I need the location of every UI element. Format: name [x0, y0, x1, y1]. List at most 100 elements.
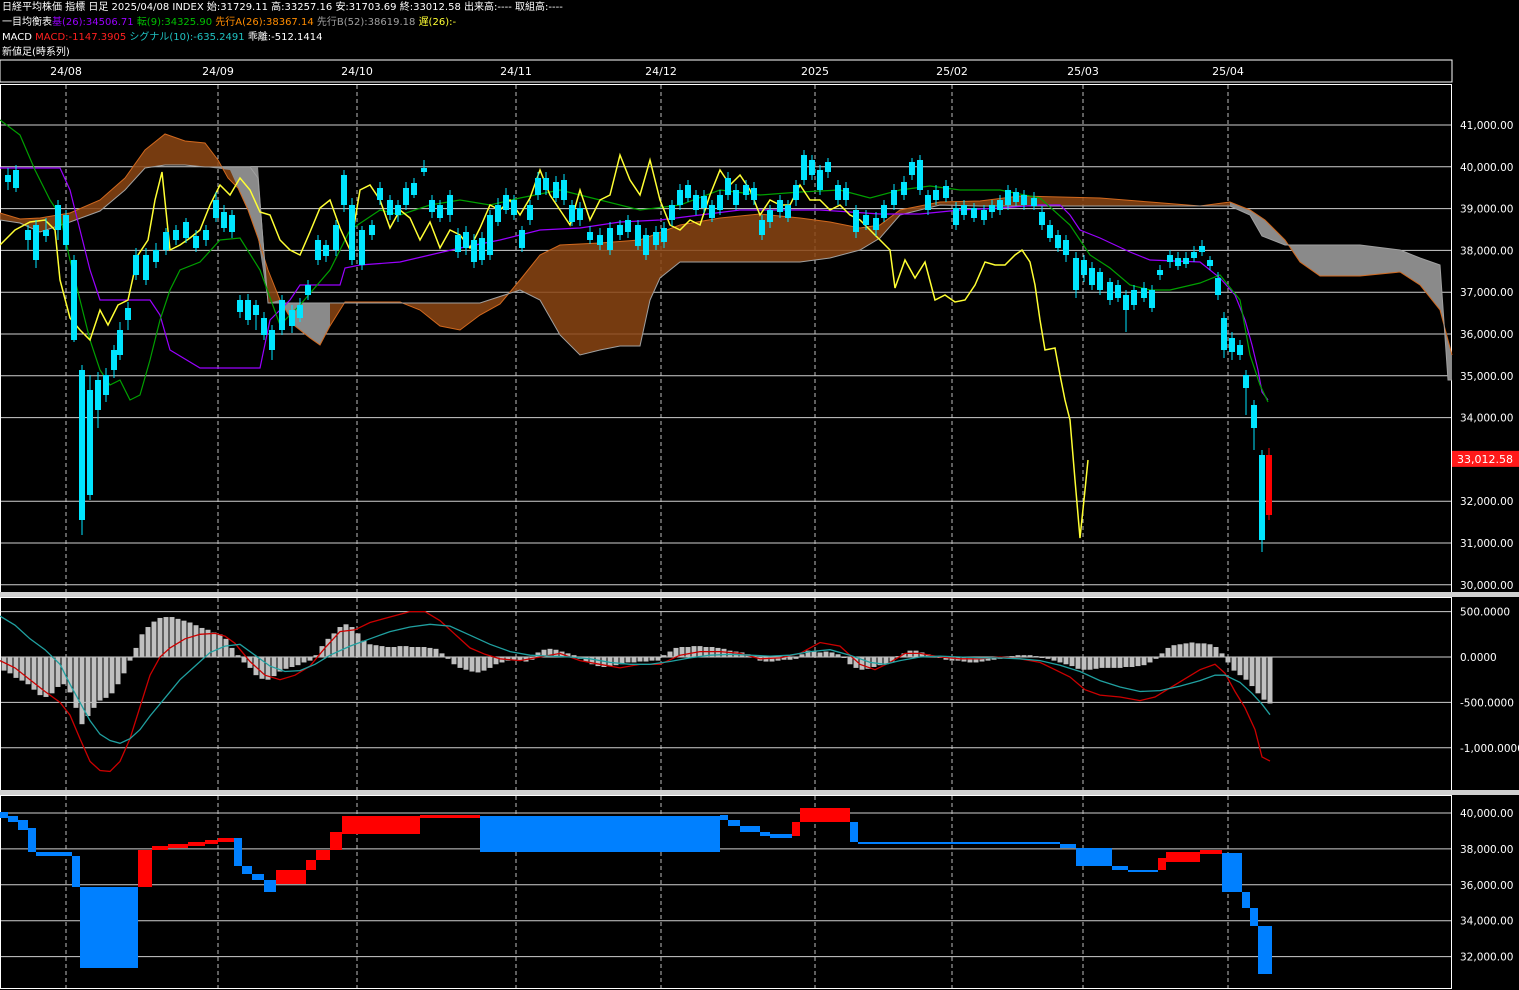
candle-body: [617, 225, 623, 235]
macd-histogram-bar: [823, 651, 829, 657]
macd-histogram-bar: [1105, 657, 1111, 668]
newprice-label: 新値足(時系列): [2, 47, 70, 58]
candle-body: [971, 208, 977, 218]
macd-histogram-bar: [1213, 647, 1219, 657]
macd-histogram-bar: [31, 657, 37, 690]
panel-divider[interactable]: [0, 790, 1519, 795]
price-axis-label: 31,000.00: [1460, 538, 1513, 550]
candle-body: [1039, 212, 1045, 225]
price-axis-label: 32,000.00: [1460, 496, 1513, 508]
candle-body: [133, 255, 139, 275]
candle-body: [237, 300, 243, 312]
macd-histogram-bar: [1099, 657, 1105, 668]
candle-body: [777, 200, 783, 212]
macd-histogram-bar: [133, 647, 139, 657]
macd-axis-label: 500.0000: [1460, 607, 1510, 619]
candle-body: [661, 228, 667, 242]
macd-histogram-bar: [127, 657, 133, 661]
macd-histogram-bar: [1183, 643, 1189, 657]
price-axis-label: 39,000.00: [1460, 204, 1513, 216]
macd-histogram-bar: [427, 647, 433, 657]
candle-body: [1073, 258, 1079, 290]
macd-histogram-bar: [589, 657, 595, 665]
macd-histogram-bar: [415, 647, 421, 657]
macd-histogram-bar: [1057, 657, 1063, 663]
macd-histogram-bar: [895, 656, 901, 658]
macd-histogram-bar: [637, 657, 643, 662]
newprice-down-block: [720, 815, 728, 820]
macd-histogram-bar: [211, 632, 217, 657]
candle-body: [359, 230, 365, 265]
macd-histogram-bar: [253, 657, 259, 676]
candle-body: [1183, 258, 1189, 264]
macd-histogram-bar: [97, 657, 103, 701]
candle-body: [153, 250, 159, 262]
macd-histogram-bar: [865, 657, 871, 669]
candle-body: [143, 255, 149, 280]
macd-histogram-bar: [475, 657, 481, 673]
candle-body: [587, 232, 593, 240]
macd-histogram-bar: [325, 638, 331, 657]
candle-body: [743, 185, 749, 195]
candle-body: [203, 230, 209, 240]
macd-histogram-bar: [283, 657, 289, 669]
macd-histogram-bar: [1087, 657, 1093, 670]
candle-body: [1123, 295, 1129, 310]
macd-histogram-bar: [715, 647, 721, 657]
macd-histogram-bar: [391, 647, 397, 657]
macd-histogram-bar: [1027, 655, 1033, 657]
candle-body: [527, 205, 533, 220]
macd-histogram-bar: [361, 640, 367, 657]
macd-histogram-bar: [1129, 657, 1135, 667]
candle-body: [71, 260, 77, 340]
candle-body: [13, 170, 19, 188]
candle-body: [1031, 198, 1037, 206]
macd-histogram-bar: [781, 657, 787, 660]
macd-histogram-bar: [985, 657, 991, 661]
candle-body: [943, 186, 949, 198]
candle-body: [801, 155, 807, 180]
macd-histogram-bar: [973, 657, 979, 663]
candle-body: [1259, 455, 1265, 540]
macd-histogram-bar: [445, 657, 451, 659]
macd-histogram-bar: [91, 657, 97, 708]
candle-body: [1131, 290, 1137, 305]
macd-histogram-bar: [1135, 657, 1141, 667]
macd-histogram-bar: [595, 657, 601, 667]
candle-body: [349, 205, 355, 260]
candle-body: [933, 190, 939, 200]
macd-histogram-bar: [1069, 657, 1075, 667]
newprice-down-block: [264, 880, 276, 892]
candle-body: [297, 305, 303, 318]
macd-histogram-bar: [349, 627, 355, 657]
panel-divider[interactable]: [0, 592, 1519, 597]
macd-histogram-bar: [871, 657, 877, 667]
candle-body: [873, 218, 879, 230]
time-axis-label: 24/12: [645, 65, 677, 78]
macd-histogram-bar: [247, 657, 253, 668]
candle-body: [229, 215, 235, 232]
candle-body: [751, 188, 757, 200]
macd-histogram-bar: [691, 646, 697, 657]
candle-body: [809, 160, 815, 175]
ichimoku-cloud-bearish: [1230, 202, 1452, 380]
candle-body: [1021, 195, 1027, 205]
macd-histogram-bar: [385, 647, 391, 657]
macd-histogram-bar: [811, 651, 817, 657]
candle-body: [1229, 338, 1235, 352]
candle-body: [411, 183, 417, 195]
candle-body: [289, 310, 295, 326]
candle-body: [981, 210, 987, 220]
span-a-line: [0, 133, 1453, 356]
macd-histogram-bar: [505, 657, 511, 661]
price-axis-label: 40,000.00: [1460, 162, 1513, 174]
macd-histogram-bar: [145, 627, 151, 657]
candle-body: [253, 305, 259, 315]
macd-histogram-bar: [259, 657, 265, 679]
lagging-span-line: [0, 152, 1089, 539]
newprice-axis-label: 36,000.00: [1460, 880, 1513, 892]
candle-body: [369, 225, 375, 235]
macd-histogram-bar: [829, 652, 835, 657]
newprice-panel[interactable]: [0, 795, 1452, 989]
